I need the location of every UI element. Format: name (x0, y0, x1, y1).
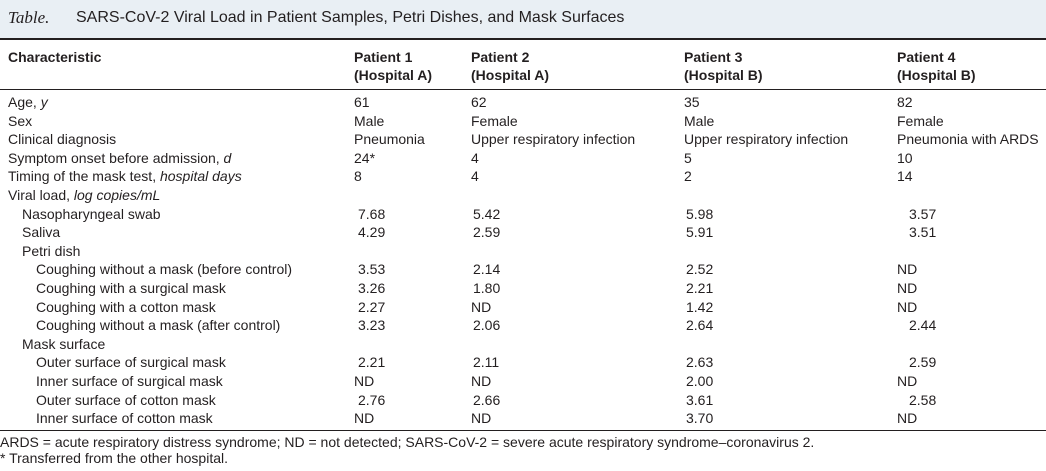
row-value-patient-3: 2.64 (686, 317, 714, 334)
header-patient-1: Patient 1 (Hospital A) (354, 48, 432, 84)
row-value-patient-1: 61 (354, 94, 370, 110)
row-value-patient-1: Pneumonia (354, 131, 425, 148)
row-value-patient-3: 5 (684, 149, 692, 166)
row-value-patient-3: 2.21 (686, 280, 714, 296)
row-value-patient-2: ND (471, 373, 492, 389)
row-value-patient-2: 62 (471, 94, 487, 110)
row-value-patient-4: 3.57 (909, 205, 937, 222)
row-value-patient-4: 2.44 (909, 317, 937, 334)
row-value-patient-1: 3.23 (358, 317, 386, 334)
row-label: Saliva (22, 224, 61, 241)
row-value-patient-3: 2.00 (686, 373, 714, 389)
row-value-patient-3: 2 (684, 168, 692, 185)
table-title: SARS-CoV-2 Viral Load in Patient Samples… (76, 9, 625, 26)
row-value-patient-4: 2.59 (909, 354, 937, 371)
row-label: Outer surface of cotton mask (36, 391, 216, 408)
row-label: Coughing without a mask (after control) (36, 317, 281, 334)
row-label: Clinical diagnosis (8, 131, 117, 148)
row-label: Nasopharyngeal swab (22, 205, 161, 222)
row-label: Sex (8, 112, 33, 129)
header-patient-4: Patient 4 (Hospital B) (897, 48, 976, 84)
row-value-patient-4: 82 (897, 94, 913, 110)
row-value-patient-3: 3.61 (686, 391, 714, 408)
row-label: Symptom onset before admission, d (8, 149, 232, 166)
header-patient-2: Patient 2 (Hospital A) (471, 48, 549, 84)
header-patient-3-hospital: (Hospital B) (684, 67, 763, 83)
row-value-patient-2: 5.42 (473, 205, 501, 222)
row-value-patient-3: 5.98 (686, 205, 714, 222)
row-value-patient-2: 2.11 (473, 354, 500, 371)
row-value-patient-4: ND (897, 410, 918, 427)
header-patient-3: Patient 3 (Hospital B) (684, 48, 763, 84)
row-value-patient-4: 2.58 (909, 391, 937, 408)
row-value-patient-4: ND (897, 298, 918, 315)
row-value-patient-3: 5.91 (686, 224, 714, 241)
row-value-patient-2: 2.06 (473, 317, 501, 334)
row-value-patient-4: ND (897, 261, 918, 278)
row-value-patient-1: 3.26 (358, 280, 386, 296)
row-value-patient-2: 1.80 (473, 280, 501, 296)
row-value-patient-4: ND (897, 280, 918, 296)
bottom-rule (0, 430, 1046, 431)
row-value-patient-2: Upper respiratory infection (471, 131, 636, 148)
row-label: Coughing with a cotton mask (36, 298, 216, 315)
row-value-patient-4: 3.51 (909, 224, 937, 241)
footnote-abbreviations: ARDS = acute respiratory distress syndro… (0, 434, 815, 450)
header-patient-3-name: Patient 3 (684, 49, 743, 65)
header-rule (0, 89, 1046, 90)
top-rule (0, 38, 1046, 40)
row-label: Coughing without a mask (before control) (36, 261, 293, 278)
row-value-patient-2: 4 (471, 149, 479, 166)
row-value-patient-4: ND (897, 373, 918, 389)
header-patient-1-hospital: (Hospital A) (354, 67, 433, 83)
row-label: Age, y (8, 94, 48, 110)
row-value-patient-1: 7.68 (358, 205, 386, 222)
row-value-patient-2: ND (471, 410, 492, 427)
row-value-patient-1: 8 (354, 168, 362, 185)
row-label: Coughing with a surgical mask (36, 280, 226, 296)
row-label: Petri dish (22, 242, 81, 259)
row-value-patient-1: 2.76 (358, 391, 386, 408)
row-value-patient-3: Upper respiratory infection (684, 131, 849, 148)
row-label: Timing of the mask test, hospital days (8, 168, 242, 185)
row-value-patient-1: 3.53 (358, 261, 386, 278)
row-value-patient-4: Pneumonia with ARDS (897, 131, 1039, 148)
row-value-patient-2: ND (471, 298, 492, 315)
header-characteristic: Characteristic (8, 49, 102, 65)
row-value-patient-1: 4.29 (358, 224, 386, 241)
row-label: Inner surface of cotton mask (36, 410, 213, 427)
row-value-patient-3: 35 (684, 94, 700, 110)
row-value-patient-3: 3.70 (686, 410, 714, 427)
row-value-patient-3: Male (684, 112, 715, 129)
row-value-patient-1: 2.27 (358, 298, 386, 315)
row-value-patient-2: 2.59 (473, 224, 501, 241)
row-value-patient-1: 24* (354, 149, 376, 166)
row-value-patient-2: 2.66 (473, 391, 501, 408)
row-value-patient-3: 2.63 (686, 354, 714, 371)
header-patient-4-hospital: (Hospital B) (897, 67, 976, 83)
header-patient-1-name: Patient 1 (354, 49, 413, 65)
row-value-patient-3: 1.42 (686, 298, 714, 315)
row-value-patient-2: Female (471, 112, 518, 129)
footnote-transferred: * Transferred from the other hospital. (0, 450, 228, 466)
table-title-bar: Table. SARS-CoV-2 Viral Load in Patient … (0, 0, 1046, 38)
row-value-patient-4: 14 (897, 168, 913, 185)
row-value-patient-3: 2.52 (686, 261, 714, 278)
table-title-lead: Table. (8, 8, 50, 27)
row-value-patient-1: ND (354, 373, 375, 389)
row-value-patient-1: 2.21 (358, 354, 386, 371)
row-label: Viral load, log copies/mL (8, 187, 161, 203)
row-label: Inner surface of surgical mask (36, 373, 223, 389)
row-value-patient-1: Male (354, 112, 385, 129)
header-patient-2-hospital: (Hospital A) (471, 67, 550, 83)
row-value-patient-4: Female (897, 112, 944, 129)
row-value-patient-4: 10 (897, 149, 913, 166)
row-value-patient-1: ND (354, 410, 375, 427)
header-patient-4-name: Patient 4 (897, 49, 956, 65)
row-label: Outer surface of surgical mask (36, 354, 226, 371)
row-value-patient-2: 2.14 (473, 261, 501, 278)
header-patient-2-name: Patient 2 (471, 49, 530, 65)
row-label: Mask surface (22, 335, 106, 352)
row-value-patient-2: 4 (471, 168, 479, 185)
